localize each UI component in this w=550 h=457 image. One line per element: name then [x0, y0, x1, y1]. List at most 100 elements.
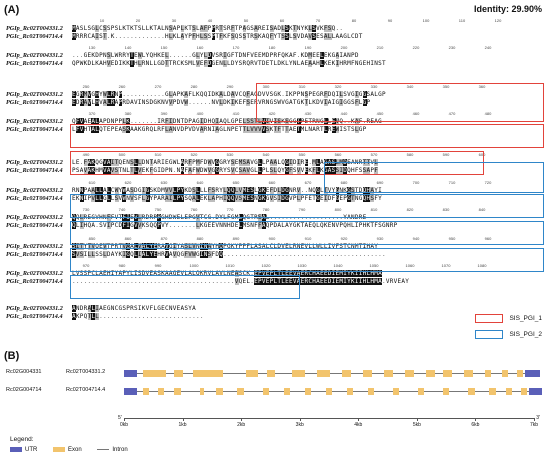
ruler-position: 1020 [261, 263, 271, 268]
sequence-residues: ANDRALIAEGNCGSPRSIKVFLGECNVEASYA [72, 305, 196, 312]
legend-item-exon: Exon [53, 447, 82, 453]
ruler-position: 340 [406, 84, 414, 89]
ruler-position: 270 [154, 84, 162, 89]
ruler-position: 530 [226, 152, 234, 157]
ruler-position: 100 [422, 18, 430, 23]
sequence-name: PGIp_Rc02T004331.2 [6, 52, 63, 59]
ruler-position: 110 [458, 18, 466, 23]
ruler-position: 600 [478, 152, 486, 157]
axis-line [124, 418, 534, 419]
axis-tick [299, 418, 301, 421]
ruler-position: 410 [232, 111, 240, 116]
ruler-position: 1010 [225, 263, 235, 268]
exon-segment [174, 370, 183, 377]
axis-tick [241, 418, 243, 421]
gene-id: Rc02G004331 [6, 369, 42, 375]
ruler-position: 730 [82, 207, 90, 212]
ruler-position: 950 [448, 236, 456, 241]
ruler-position: 60 [279, 18, 285, 23]
sequence-name: PGIp_Rc02T004331.2 [6, 270, 63, 277]
exon-segment [384, 370, 393, 377]
ruler-position: 540 [262, 152, 270, 157]
ruler-position: 570 [370, 152, 378, 157]
sequence-row: PGIc_Rc02T004714.4 EKNIPVLLGLLSVWNVSFLGYP… [6, 195, 546, 203]
exon-segment [485, 370, 492, 377]
ruler-position: 500 [118, 152, 126, 157]
ruler-position: 210 [376, 45, 384, 50]
axis-5prime-label: 5' [118, 415, 122, 421]
axis-tick-label: 2kb [237, 422, 246, 428]
legend-b: UTR Exon Intron [10, 447, 142, 453]
ruler-position: 700 [412, 180, 420, 185]
ruler-position: 200 [340, 45, 348, 50]
ruler-position: 870 [160, 236, 168, 241]
ruler-position: 1070 [441, 263, 451, 268]
sequence-row: PGIp_Rc02T004331.2 LVSSPCLAEHIYAPYLISDVEA… [6, 270, 546, 278]
exon-swatch [53, 447, 66, 452]
sequence-name: PGIp_Rc02T004331.2 [6, 118, 63, 125]
exon-segment [193, 370, 223, 377]
ruler-position: 480 [484, 111, 492, 116]
ruler-position: 1030 [297, 263, 307, 268]
sequence-name: PGIp_Rc02T004331.2 [6, 159, 63, 166]
utr-segment [124, 388, 137, 395]
ruler-position: 770 [226, 207, 234, 212]
exon-segment [363, 370, 372, 377]
ruler-position: 70 [315, 18, 321, 23]
exon-segment [199, 388, 204, 395]
sequence-residues: QFVAEALAPDNPPLK.......IRFIDNTDPAGIDHQIAQ… [72, 118, 382, 125]
alignment-block: 490 500 510 520 530 540 550 560 570 580 590 600 PGIp… [6, 152, 546, 174]
ruler-position: 140 [124, 45, 132, 50]
sequence-name: PGIp_Rc02T004331.2 [6, 243, 63, 250]
ruler-position: 30 [171, 18, 177, 23]
ruler-position: 380 [124, 111, 132, 116]
axis-tick-label: 5kb [412, 422, 421, 428]
sequence-residues: QQLREGVHNFFVTFIEVLRDRPPGHDWELEPGVTCG.DYL… [72, 214, 367, 221]
gene-id: Rc02G004714 [6, 387, 42, 393]
exon-segment [405, 370, 414, 377]
ruler-position: 40 [207, 18, 213, 23]
ruler-position: 170 [232, 45, 240, 50]
alignment-block: 130 140 150 160 170 180 190 200 210 220 230 240 PGIp… [6, 45, 546, 67]
ruler-position: 1080 [477, 263, 487, 268]
legend-b-title: Legend: [10, 436, 34, 443]
ruler-position: 900 [268, 236, 276, 241]
ruler-position: 670 [304, 180, 312, 185]
ruler-position: 120 [494, 18, 502, 23]
ruler-position: 460 [412, 111, 420, 116]
ruler-position: 400 [196, 111, 204, 116]
axis-tick-label: 1kb [178, 422, 187, 428]
ruler-position: 630 [160, 180, 168, 185]
ruler-position: 520 [190, 152, 198, 157]
ruler-position: 220 [412, 45, 420, 50]
intron-line [124, 373, 540, 374]
ruler-position: 290 [226, 84, 234, 89]
sequence-residues: EKNIPVLLGLLSVWNVSFLGYPARAILPYSQALEKLAPHI… [72, 195, 382, 202]
ruler-position: 690 [376, 180, 384, 185]
sequence-residues: PSAVAKHMVAVSTNLTLVEKFGIDPN.NAFAFWDWVGGRY… [72, 167, 379, 174]
sequence-residues: LFVHTALQTEPEASKAAKGRQLRFLANVDPVDVARNIAGL… [72, 126, 367, 133]
ruler-position: 560 [334, 152, 342, 157]
sequence-residues: ........................................… [72, 278, 410, 285]
ruler-position: 580 [406, 152, 414, 157]
gene-row: Rc02G004331 Rc02T004331.2 [6, 368, 546, 380]
ruler-position: 440 [340, 111, 348, 116]
ruler-position: 370 [88, 111, 96, 116]
legend-label-blue: SIS_PGI_2 [509, 331, 542, 339]
ruler-position: 490 [82, 152, 90, 157]
axis-tick-label: 0kb [119, 422, 129, 428]
sequence-row: PGIc_Rc02T004714.4 QPWKDLKAHVEDIKKTHLRNLL… [6, 60, 546, 68]
panel-b-label: (B) [4, 350, 20, 362]
exon-segment [367, 388, 374, 395]
ruler-position: 430 [304, 111, 312, 116]
ruler-position: 260 [118, 84, 126, 89]
ruler-position: 640 [196, 180, 204, 185]
sequence-row: PGIc_Rc02T004714.4......................… [6, 278, 546, 286]
ruler-position: 910 [304, 236, 312, 241]
utr-swatch [10, 447, 22, 452]
ruler-position: 1040 [333, 263, 343, 268]
legend-a-item-red: SIS_PGI_1 [475, 314, 542, 323]
legend-a-item-blue: SIS_PGI_2 [475, 330, 542, 339]
exon-segment [392, 388, 400, 395]
gene-track [124, 388, 544, 395]
